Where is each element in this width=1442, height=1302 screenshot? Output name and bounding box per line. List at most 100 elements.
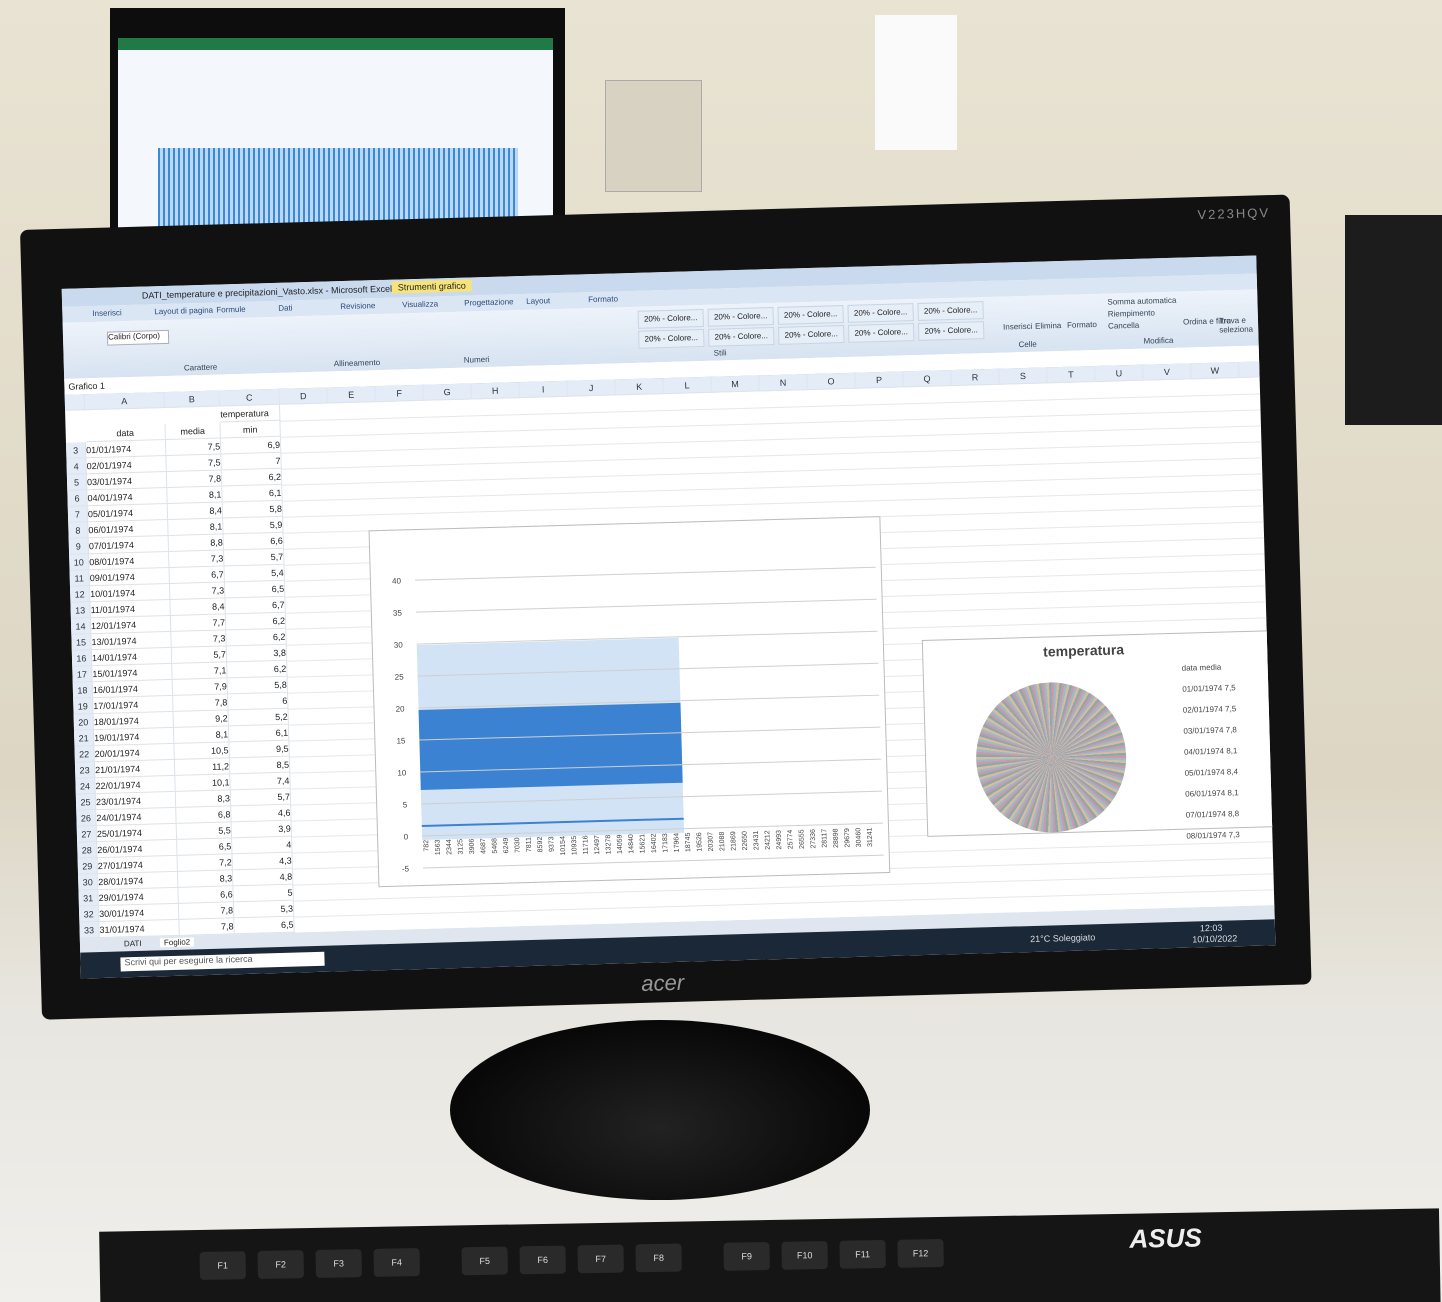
cell: 10,5: [174, 742, 229, 760]
row-header: 22: [74, 746, 94, 763]
x-tick-label: 23431: [753, 830, 761, 850]
keyboard-brand: ASUS: [1129, 1222, 1202, 1254]
x-tick-label: 30460: [855, 828, 863, 848]
y-tick-label: 40: [392, 576, 402, 585]
grid-line: [416, 599, 877, 612]
legend-entry: 01/01/1974 7,5: [1182, 683, 1236, 693]
x-tick-label: 10935: [571, 836, 579, 856]
y-tick-label: 20: [395, 704, 405, 713]
cell: 9,2: [174, 710, 229, 728]
x-tick-label: 3906: [469, 838, 476, 854]
key: F8: [635, 1244, 681, 1273]
x-tick-label: 15621: [639, 834, 647, 854]
legend-entry: 05/01/1974 8,4: [1184, 767, 1238, 777]
cell: 10,1: [175, 774, 230, 792]
clock-time: 12:03: [1200, 923, 1223, 934]
x-tick-label: 12497: [594, 835, 602, 855]
cell: 5,8: [228, 677, 288, 695]
cell: 7,4: [230, 773, 290, 791]
cell: 5,7: [172, 646, 227, 664]
row-header: 27: [77, 826, 97, 843]
column-header: C: [220, 389, 280, 407]
cell-style: 20% - Colore...: [917, 301, 983, 321]
cell: 6,7: [169, 566, 224, 584]
cell: 8,8: [169, 534, 224, 552]
search-box[interactable]: Scrivi qui per eseguire la ricerca: [120, 952, 324, 972]
x-tick-label: 18745: [685, 832, 693, 852]
cell: min: [220, 421, 280, 439]
x-tick-label: 14059: [616, 834, 624, 854]
electrical-box: [605, 80, 702, 192]
column-header: J: [567, 379, 615, 396]
pie: [974, 680, 1128, 834]
monitor: V223HQV acer DATI_temperature e precipit…: [20, 195, 1312, 1020]
cell: 7,8: [179, 918, 234, 936]
row-header: 14: [71, 618, 91, 635]
key: F12: [897, 1239, 943, 1268]
excel-window: DATI_temperature e precipitazioni_Vasto.…: [62, 255, 1276, 978]
cell-style: 20% - Colore...: [777, 305, 843, 325]
cell: 6,7: [225, 597, 285, 615]
x-tick-label: 11716: [582, 835, 590, 854]
cell: 4,3: [233, 853, 293, 871]
key: F2: [258, 1250, 304, 1279]
row-header: 23: [75, 762, 95, 779]
cell: 8,5: [230, 757, 290, 775]
x-tick-label: 14840: [628, 834, 636, 854]
cell-style: 20% - Colore...: [707, 307, 773, 327]
key: F6: [519, 1246, 565, 1275]
cell: 3,8: [227, 645, 287, 663]
row-header: 5: [67, 474, 87, 491]
legend-entry: 02/01/1974 7,5: [1183, 704, 1237, 714]
photo: V223HQV acer DATI_temperature e precipit…: [0, 0, 1442, 1302]
row-header: 31: [78, 890, 98, 907]
ribbon-tab: Visualizza: [402, 299, 438, 309]
x-tick-label: 3125: [457, 839, 464, 855]
x-tick-label: 7030: [514, 837, 521, 853]
column-header: P: [855, 371, 903, 388]
clock-date: 10/10/2022: [1192, 933, 1237, 944]
column-header: O: [807, 373, 855, 390]
column-header: H: [471, 382, 519, 399]
x-tick-label: 28117: [821, 829, 829, 848]
x-tick-label: 5468: [491, 838, 498, 854]
column-header: E: [328, 386, 376, 403]
row-header: 28: [77, 842, 97, 859]
cell: 6,2: [222, 469, 282, 487]
key: F9: [723, 1242, 769, 1271]
row-header: 21: [74, 730, 94, 747]
legend-entry: 07/01/1974 8,8: [1186, 809, 1240, 819]
row-header: 3: [66, 442, 86, 459]
ribbon-button: Somma automatica: [1107, 296, 1176, 307]
cell: 4,6: [231, 805, 291, 823]
x-tick-label: 22650: [742, 831, 750, 851]
key: F7: [577, 1245, 623, 1274]
cell: 8,1: [167, 486, 222, 504]
column-header: V: [1143, 363, 1191, 380]
y-tick-label: 15: [396, 736, 406, 745]
key: F3: [315, 1249, 361, 1278]
y-tick-label: 10: [397, 768, 407, 777]
x-tick-label: 2344: [446, 839, 453, 855]
row-header: 12: [70, 586, 90, 603]
row-header: 20: [74, 714, 94, 731]
cell: 7,3: [170, 582, 225, 600]
row-header: 32: [79, 906, 99, 923]
row-header: 26: [76, 810, 96, 827]
cell: 3,9: [232, 821, 292, 839]
column-header: A: [85, 392, 165, 410]
cell: 8,4: [168, 502, 223, 520]
ribbon-tab: Progettazione: [464, 297, 514, 307]
cell: 4: [232, 837, 292, 855]
cell: 7,3: [169, 550, 224, 568]
pie-title: temperatura: [1043, 641, 1124, 659]
cell: 7,8: [173, 694, 228, 712]
corner: [65, 394, 85, 411]
cell: 5,7: [231, 789, 291, 807]
y-tick-label: -5: [402, 864, 410, 873]
cell: 8,3: [176, 790, 231, 808]
ribbon-button: Trova e seleziona: [1219, 315, 1258, 334]
ribbon-group-label: Stili: [714, 348, 727, 357]
cell: 5,5: [177, 822, 232, 840]
